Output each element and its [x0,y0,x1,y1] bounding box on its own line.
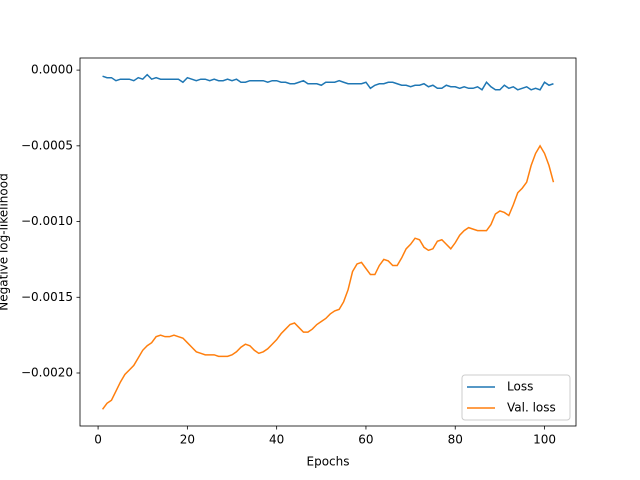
plot-frame [79,57,577,427]
x-axis-label: Epochs [307,455,350,469]
y-axis-label: Negative log-likelihood [0,173,11,310]
series-line [102,73,554,91]
y-tick-label: −0.0020 [21,365,73,379]
legend-label: Val. loss [507,401,556,415]
series-line [101,144,555,410]
x-tick-label: 40 [269,433,284,447]
y-tick-label: −0.0010 [21,214,73,228]
y-tick-label: −0.0015 [21,290,73,304]
legend-label: Loss [507,380,533,394]
x-tick-label: 20 [180,433,195,447]
x-tick-label: 0 [94,433,102,447]
x-tick-label: 60 [358,433,373,447]
y-tick-label: −0.0005 [21,138,73,152]
x-tick-label: 100 [533,433,556,447]
y-tick-label: 0.0000 [31,63,73,77]
x-tick-label: 80 [448,433,463,447]
